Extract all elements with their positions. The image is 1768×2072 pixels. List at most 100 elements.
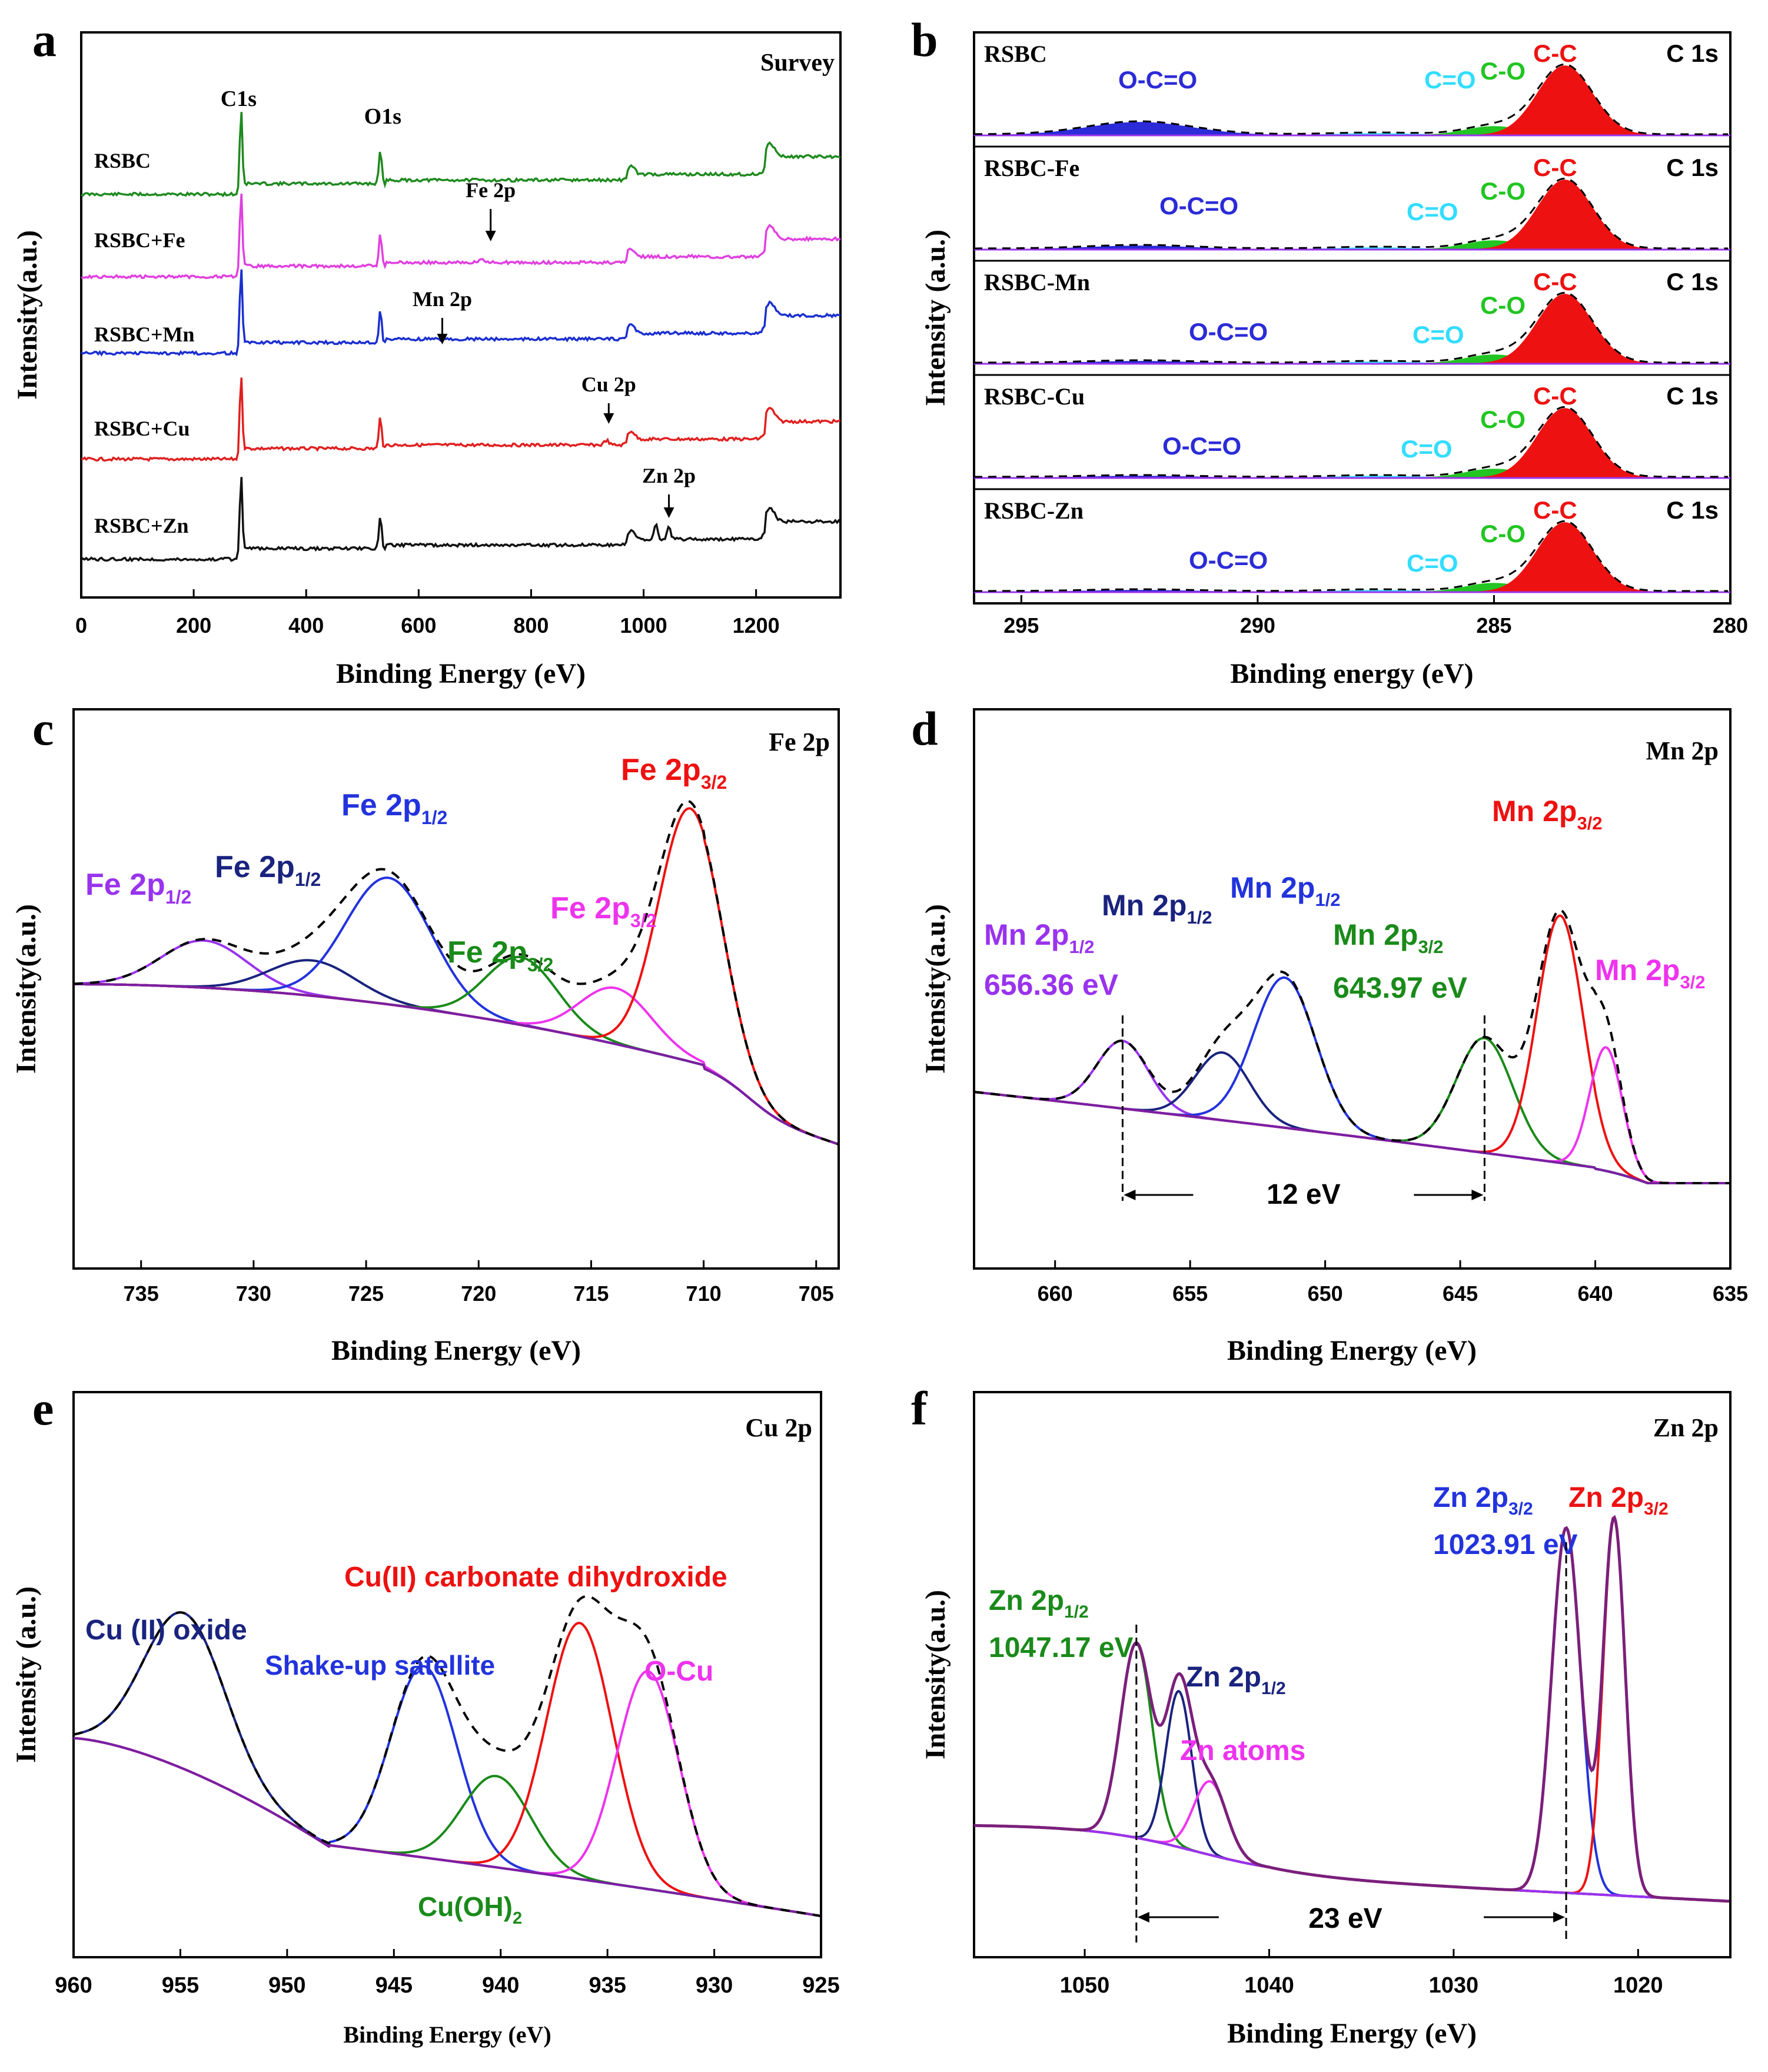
- fit-component: [73, 1737, 822, 1917]
- splitting-arrow-head: [1124, 1190, 1136, 1200]
- panel-f-xlabel: Binding Energy (eV): [1227, 2018, 1477, 2049]
- panel-e-plot: Cu (II) oxide Shake-up satellite Cu(OH)2 Cu…: [73, 1562, 822, 1928]
- mn-binding-value: 643.97 eV: [1333, 971, 1468, 1004]
- x-tick-label: 635: [1713, 1281, 1748, 1306]
- panel-c-frame: [72, 708, 840, 1270]
- survey-line-RSBC: [81, 112, 841, 198]
- peak-label-fe: Fe 2p1/2: [85, 868, 191, 908]
- x-tick-label: 1000: [620, 613, 667, 637]
- survey-series-label: RSBC+Mn: [94, 323, 195, 346]
- element-annotation: Cu 2p: [581, 373, 636, 396]
- panel-b-xlabel: Binding energy (eV): [1230, 658, 1473, 689]
- fit-component: [74, 876, 839, 1145]
- element-annotation: Zn 2p: [642, 464, 696, 487]
- x-tick-label: 940: [482, 1973, 519, 1998]
- panel-f: f Zn 2p Zn 2p1/2 1047.17 eV Zn 2p1/2 Zn ato…: [911, 1382, 1732, 2049]
- label-co-single: C-O: [1480, 177, 1526, 205]
- panel-d: d Mn 2p Mn 2p1/2Mn 2p1/2Mn 2p1/2Mn 2p3/2…: [911, 702, 1748, 1366]
- panel-b-x-axis: 295 290 285 280: [1003, 595, 1748, 637]
- panel-a-frame: [80, 31, 842, 599]
- c1s-sample-label: RSBC-Cu: [984, 383, 1085, 410]
- c1s-sample-label: RSBC-Zn: [984, 497, 1084, 524]
- panel-b-frame: [973, 31, 1732, 605]
- fit-component: [973, 1516, 1729, 1902]
- c1s-tag: C 1s: [1666, 268, 1719, 295]
- fit-background: [973, 1824, 1729, 1902]
- x-tick-label: 720: [461, 1281, 496, 1306]
- splitting-arrow-head: [1471, 1190, 1484, 1200]
- label-co-single: C-O: [1480, 291, 1526, 319]
- panel-a-letter: a: [32, 13, 57, 67]
- x-tick-label: 1040: [1244, 1973, 1294, 1998]
- c1s-component-C-C: [974, 294, 1730, 364]
- annotation-arrow-head: [603, 413, 614, 424]
- x-tick-label: 710: [686, 1281, 722, 1306]
- peak-label-zn: Zn 2p1/2: [1186, 1662, 1286, 1698]
- label-cc: C-C: [1533, 268, 1577, 295]
- panel-a-title: Survey: [760, 49, 835, 77]
- peak-label-zn: Zn 2p3/2: [1433, 1482, 1533, 1519]
- survey-series-label: RSBC: [94, 149, 151, 172]
- panel-f-frame: [973, 1391, 1732, 1958]
- x-tick-label: 800: [513, 613, 549, 637]
- label-co-single: C-O: [1480, 57, 1526, 85]
- panel-b-ylabel: Intensity (a.u.): [920, 230, 951, 406]
- survey-series-label: RSBC+Cu: [94, 417, 190, 440]
- peak-label-mn: Mn 2p1/2: [1102, 889, 1212, 928]
- peak-label-fe: Fe 2p3/2: [447, 935, 553, 975]
- peak-label-shakeup: Shake-up satellite: [265, 1650, 495, 1681]
- peak-label-zn-atoms: Zn atoms: [1180, 1735, 1305, 1766]
- c1s-tag: C 1s: [1666, 496, 1719, 524]
- mn-binding-value: 656.36 eV: [984, 968, 1119, 1001]
- panel-f-ylabel: Intensity(a.u.): [920, 1590, 951, 1759]
- x-tick-label: 1050: [1060, 1973, 1110, 1998]
- panel-a-xlabel: Binding Energy (eV): [336, 658, 586, 689]
- peak-label-fe: Fe 2p3/2: [621, 753, 727, 793]
- splitting-label: 12 eV: [1267, 1179, 1340, 1210]
- c1s-component-C-C: [974, 180, 1730, 250]
- fit-component: [973, 1780, 1729, 1902]
- c1s-sample-label: RSBC: [984, 41, 1047, 67]
- label-co-double: C=O: [1407, 549, 1458, 577]
- fit-background: [973, 1091, 1730, 1184]
- x-tick-label: 655: [1172, 1281, 1208, 1306]
- splitting-label: 23 eV: [1308, 1903, 1382, 1934]
- label-co-single: C-O: [1480, 406, 1526, 433]
- peak-label-cu-oxide: Cu (II) oxide: [85, 1615, 247, 1646]
- fit-component: [973, 1526, 1729, 1902]
- annotation-arrow-head: [437, 334, 448, 344]
- label-oco: O-C=O: [1189, 318, 1268, 346]
- panel-f-x-axis: 1050 1040 1030 1020: [1060, 1949, 1663, 1998]
- panel-e-frame: [72, 1391, 822, 1958]
- panel-c-ylabel: Intensity(a.u.): [11, 904, 42, 1074]
- peak-label-mn: Mn 2p3/2: [1595, 954, 1706, 992]
- element-annotation: Fe 2p: [466, 178, 516, 202]
- zn-binding-value: 1047.17 eV: [989, 1632, 1134, 1663]
- panel-e-letter: e: [32, 1382, 54, 1435]
- panel-c-plot: Fe 2p1/2Fe 2p1/2Fe 2p1/2Fe 2p3/2Fe 2p3/2…: [74, 753, 839, 1145]
- c1s-sample-label: RSBC-Mn: [984, 269, 1090, 295]
- label-cc: C-C: [1533, 39, 1577, 67]
- fit-background: [73, 1737, 822, 1917]
- c1s-sample-label: RSBC-Fe: [984, 155, 1079, 181]
- peak-label-mn: Mn 2p3/2: [1492, 795, 1603, 834]
- x-tick-label: 725: [348, 1281, 384, 1306]
- panel-d-xlabel: Binding Energy (eV): [1227, 1335, 1477, 1366]
- x-tick-label: 0: [75, 613, 87, 637]
- c1s-component-C-C: [974, 65, 1730, 136]
- peak-label-zn: Zn 2p3/2: [1568, 1482, 1669, 1519]
- peak-label-o1s: O1s: [364, 104, 401, 129]
- x-tick-label: 280: [1713, 613, 1748, 637]
- x-tick-label: 285: [1476, 613, 1511, 637]
- fit-envelope: [73, 1595, 822, 1917]
- x-tick-label: 1030: [1429, 1973, 1479, 1998]
- peak-label-carbonate: Cu(II) carbonate dihydroxide: [344, 1562, 727, 1593]
- x-tick-label: 945: [375, 1973, 413, 1998]
- annotation-arrow-head: [485, 231, 496, 241]
- peak-label-ocu: O-Cu: [644, 1656, 713, 1687]
- panel-c-xlabel: Binding Energy (eV): [331, 1335, 581, 1366]
- panel-b-letter: b: [911, 13, 938, 67]
- panel-d-frame: [973, 708, 1732, 1270]
- c1s-tag: C 1s: [1666, 382, 1719, 410]
